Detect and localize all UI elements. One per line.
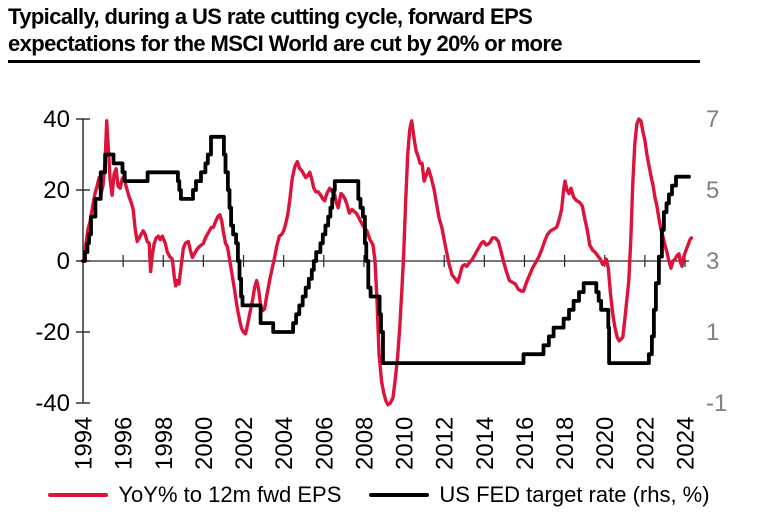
left-axis-tick-label: 40 [43, 106, 70, 133]
x-axis-year-label: 2006 [311, 417, 338, 470]
x-axis-year-label: 2024 [673, 417, 700, 470]
fed-rate-line [81, 134, 691, 365]
x-axis-year-label: 2018 [552, 417, 579, 470]
chart-title-line1: Typically, during a US rate cutting cycl… [8, 4, 533, 29]
x-axis-year-label: 2004 [271, 417, 298, 470]
eps-growth-line [82, 117, 694, 407]
legend-item-fed: US FED target rate (rhs, %) [369, 482, 710, 508]
eps-line-swatch [48, 493, 109, 497]
legend: YoY% to 12m fwd EPS US FED target rate (… [0, 482, 758, 508]
x-axis-year-label: 1996 [111, 417, 138, 470]
right-axis-tick-label: 3 [706, 248, 719, 275]
right-axis-tick-label: 5 [706, 177, 719, 204]
left-axis-tick-label: 20 [43, 177, 70, 204]
x-axis-year-label: 1994 [71, 417, 98, 470]
left-axis-tick-label: -20 [35, 319, 70, 346]
title-underline [8, 60, 700, 63]
left-axis-tick-label: 0 [57, 248, 70, 275]
x-axis-year-label: 1998 [151, 417, 178, 470]
x-axis-year-label: 2002 [231, 417, 258, 470]
x-axis-year-label: 2014 [472, 417, 499, 470]
x-axis-year-label: 2020 [592, 417, 619, 470]
legend-item-eps: YoY% to 12m fwd EPS [48, 482, 341, 508]
right-axis-tick-label: 7 [706, 106, 719, 133]
x-axis-year-label: 2022 [632, 417, 659, 470]
x-axis-year-label: 2016 [512, 417, 539, 470]
legend-label-eps: YoY% to 12m fwd EPS [118, 482, 342, 507]
legend-label-fed: US FED target rate (rhs, %) [439, 482, 710, 507]
x-axis-year-label: 2000 [191, 417, 218, 470]
chart-title-line2: expectations for the MSCI World are cut … [8, 31, 563, 56]
right-axis-tick-label: -1 [706, 390, 727, 417]
left-axis-tick-label: -40 [35, 390, 70, 417]
chart-title: Typically, during a US rate cutting cycl… [8, 3, 728, 57]
fed-line-swatch [369, 493, 430, 497]
x-axis-year-label: 2010 [392, 417, 419, 470]
right-axis-tick-label: 1 [706, 319, 719, 346]
x-axis-year-label: 2008 [351, 417, 378, 470]
x-axis-year-label: 2012 [432, 417, 459, 470]
